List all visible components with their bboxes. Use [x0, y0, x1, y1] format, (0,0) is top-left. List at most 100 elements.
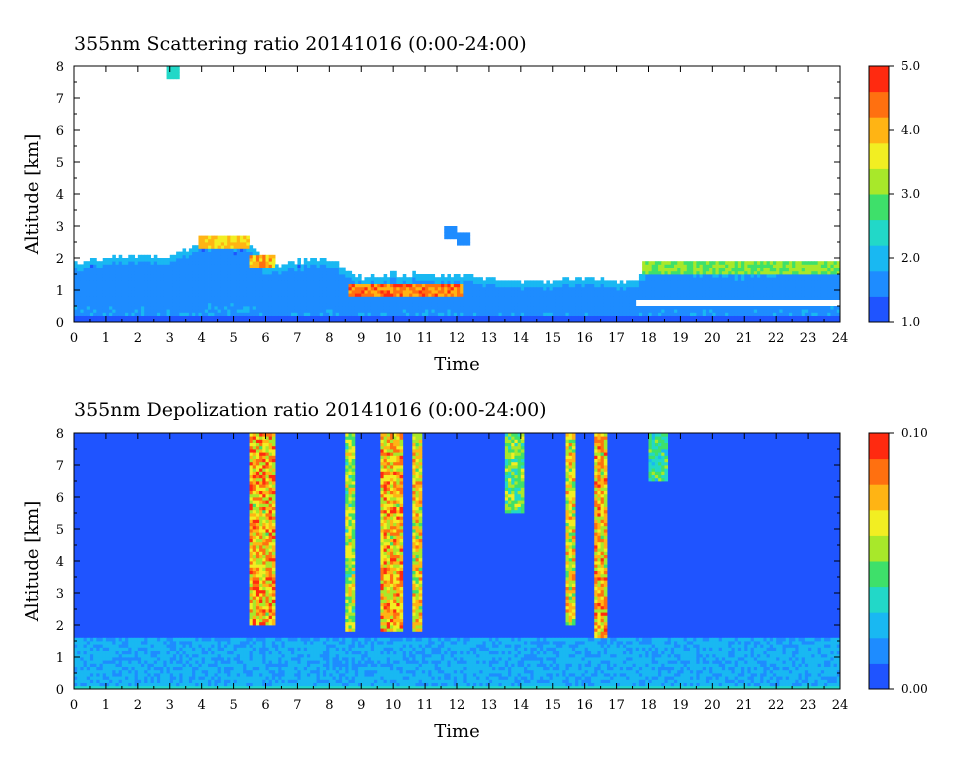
scattering-cell [760, 267, 764, 272]
scattering-cell [163, 315, 167, 320]
depolarization-cell [195, 653, 199, 658]
scattering-cell [259, 254, 263, 259]
scattering-cell [788, 264, 793, 268]
scattering-cell [658, 293, 662, 297]
scattering-cell [252, 312, 257, 316]
scattering-cell [322, 280, 327, 284]
scattering-cell [555, 315, 560, 320]
scattering-cell [112, 274, 116, 278]
scattering-cell [721, 315, 726, 320]
scattering-cell [275, 270, 279, 275]
scattering-cell [460, 238, 464, 243]
depolarization-cell [134, 666, 139, 671]
scattering-cell [705, 283, 710, 288]
scattering-cell [441, 290, 445, 294]
scattering-cell [591, 286, 595, 291]
scattering-cell [153, 280, 158, 284]
scattering-cell [798, 290, 803, 294]
scattering-cell [715, 280, 720, 284]
scattering-cell [259, 290, 263, 294]
scattering-cell [118, 264, 123, 268]
depolarization-cell [83, 650, 88, 655]
scattering-cell [239, 251, 244, 256]
scattering-cell [434, 283, 439, 288]
scattering-cell [485, 318, 490, 323]
scattering-cell [562, 286, 566, 291]
scattering-cell [306, 299, 311, 304]
scattering-cell [785, 280, 790, 284]
scattering-cell [453, 315, 458, 320]
scattering-cell [479, 299, 483, 304]
scattering-cell [169, 258, 174, 262]
scattering-cell [405, 277, 410, 281]
depolarization-cell [150, 663, 155, 667]
scattering-cell [689, 286, 694, 291]
scattering-cell [105, 258, 110, 262]
scattering-cell [160, 315, 164, 320]
scattering-cell [156, 293, 161, 297]
scattering-cell [112, 309, 116, 313]
scattering-cell [172, 286, 177, 291]
scattering-cell [549, 293, 554, 297]
depolarization-cell [150, 669, 155, 674]
top-colorbar: 1.02.03.04.05.0 [868, 59, 920, 329]
depolarization-cell [179, 682, 183, 687]
scattering-cell [517, 315, 522, 320]
scattering-cell [236, 309, 241, 313]
scattering-cell [603, 299, 608, 304]
scattering-cell [680, 264, 685, 268]
scattering-cell [125, 270, 129, 275]
depolarization-cell [83, 644, 88, 648]
scattering-cell [249, 280, 254, 284]
scattering-cell [571, 286, 576, 291]
scattering-cell [271, 306, 276, 310]
scattering-cell [792, 264, 796, 268]
depolarization-cell [185, 673, 190, 677]
depolarization-cell [147, 660, 151, 664]
scattering-cell [118, 267, 123, 272]
scattering-cell [725, 290, 729, 294]
scattering-cell [504, 318, 509, 323]
scattering-cell [469, 286, 474, 291]
scattering-cell [584, 315, 589, 320]
scattering-cell [766, 277, 771, 281]
scattering-cell [160, 312, 164, 316]
scattering-cell [310, 318, 314, 323]
scattering-cell [584, 293, 589, 297]
top-x-tick-label: 15 [544, 331, 561, 346]
scattering-cell [654, 315, 659, 320]
scattering-cell [654, 261, 659, 265]
scattering-cell [453, 235, 458, 240]
scattering-cell [208, 309, 212, 313]
scattering-cell [539, 302, 544, 307]
scattering-cell [192, 264, 196, 268]
scattering-cell [259, 315, 263, 320]
scattering-cell [453, 290, 458, 294]
top-title: 355nm Scattering ratio 20141016 (0:00-24… [74, 33, 527, 55]
scattering-cell [670, 312, 675, 316]
scattering-cell [705, 264, 710, 268]
scattering-cell [275, 274, 279, 278]
scattering-cell [208, 274, 212, 278]
scattering-cell [319, 261, 324, 265]
scattering-cell [571, 290, 576, 294]
scattering-cell [300, 283, 305, 288]
scattering-cell [702, 286, 707, 291]
depolarization-cell [93, 679, 97, 683]
depolarization-cell [121, 669, 126, 674]
scattering-cell [99, 280, 104, 284]
scattering-cell [635, 280, 640, 284]
depolarization-cell [195, 666, 199, 671]
bottom-heatmap [74, 433, 841, 690]
scattering-cell [329, 315, 333, 320]
scattering-cell [453, 309, 458, 313]
scattering-cell [466, 280, 471, 284]
scattering-cell [182, 318, 187, 323]
scattering-cell [329, 318, 333, 323]
scattering-cell [102, 299, 107, 304]
scattering-cell [262, 274, 266, 278]
scattering-cell [233, 293, 238, 297]
scattering-cell [731, 290, 736, 294]
scattering-cell [725, 296, 729, 300]
scattering-cell [495, 290, 499, 294]
